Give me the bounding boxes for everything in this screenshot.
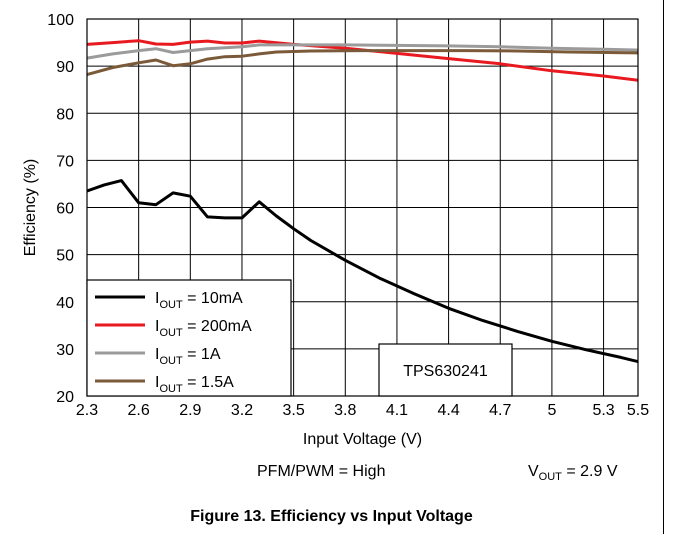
- x-tick-label: 4.7: [489, 402, 511, 419]
- series-line-1: [86, 39, 639, 82]
- y-tick-label: 20: [56, 389, 74, 406]
- x-tick-labels: 2.3 2.6 2.9 3.2 3.5 3.8 4.1 4.4 4.7 5 5.3 5.5: [76, 402, 649, 419]
- legend: IOUT = 10mA IOUT = 200mA IOUT = 1A IOUT = 1…: [86, 279, 292, 397]
- plot-area-border: [86, 18, 639, 397]
- series-line-0: [86, 179, 639, 364]
- legend-label: IOUT = 1.5A: [155, 374, 234, 395]
- y-tick-label: 90: [56, 59, 74, 76]
- vout-condition: VOUT = 2.9 V: [528, 463, 618, 483]
- x-axis-title: Input Voltage (V): [303, 431, 422, 448]
- y-tick-label: 100: [47, 12, 74, 29]
- device-annotation-text: TPS630241: [403, 363, 488, 380]
- x-tick-label: 3.8: [334, 402, 356, 419]
- y-tick-label: 30: [56, 342, 74, 359]
- x-tick-label: 3.2: [231, 402, 253, 419]
- legend-label: IOUT = 10mA: [155, 290, 243, 311]
- x-tick-label: 3.5: [283, 402, 305, 419]
- legend-box: [86, 279, 292, 397]
- y-tick-label: 50: [56, 248, 74, 265]
- x-tick-label: 2.3: [76, 402, 98, 419]
- page-frame-line: [663, 0, 664, 534]
- y-tick-label: 40: [56, 295, 74, 312]
- x-tick-label: 2.6: [128, 402, 150, 419]
- device-annotation-border: [378, 343, 513, 397]
- x-tick-label: 5.3: [592, 402, 614, 419]
- x-tick-label: 2.9: [179, 402, 201, 419]
- device-annotation-box: TPS630241: [378, 343, 513, 397]
- y-tick-labels: 20 30 40 50 60 70 80 90 100: [47, 12, 74, 406]
- series-layer: [86, 39, 639, 364]
- vout-subscript: OUT: [538, 471, 562, 484]
- series-line-3: [86, 49, 639, 77]
- x-tick-label: 5: [547, 402, 556, 419]
- y-axis-title: Efficiency (%): [22, 159, 39, 257]
- x-tick-label: 4.4: [437, 402, 459, 419]
- legend-label: IOUT = 200mA: [155, 318, 252, 339]
- vout-symbol: V: [528, 463, 539, 480]
- series-line-2: [86, 43, 639, 60]
- legend-label: IOUT = 1A: [155, 346, 221, 367]
- x-tick-label: 4.1: [386, 402, 408, 419]
- y-tick-label: 60: [56, 201, 74, 218]
- vout-value: = 2.9 V: [561, 463, 618, 480]
- figure-caption: Figure 13. Efficiency vs Input Voltage: [190, 508, 473, 525]
- mode-condition: PFM/PWM = High: [257, 463, 386, 480]
- y-tick-label: 80: [56, 106, 74, 123]
- x-tick-label: 5.5: [627, 402, 649, 419]
- y-tick-label: 70: [56, 153, 74, 170]
